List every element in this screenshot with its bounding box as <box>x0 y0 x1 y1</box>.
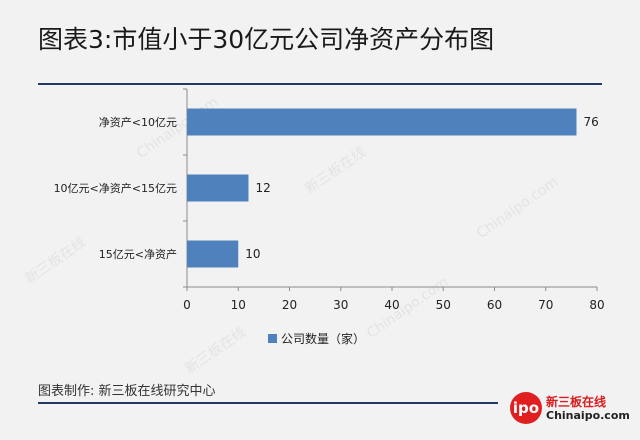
data-label: 10 <box>245 247 260 261</box>
x-tick-label: 0 <box>183 298 191 312</box>
x-tick-label: 50 <box>436 298 451 312</box>
logo-domain: Chinaipo.com <box>546 409 630 422</box>
x-tick-label: 60 <box>487 298 502 312</box>
x-tick-label: 20 <box>282 298 297 312</box>
title-divider <box>38 83 602 85</box>
data-label: 12 <box>256 181 271 195</box>
x-tick-label: 80 <box>589 298 604 312</box>
data-label: 76 <box>584 115 599 129</box>
x-tick-label: 70 <box>538 298 553 312</box>
logo-mark: ipo <box>510 392 542 424</box>
legend-label: 公司数量（家） <box>281 332 366 346</box>
category-label: 15亿元<净资产 <box>99 247 177 261</box>
x-tick-label: 40 <box>384 298 399 312</box>
category-label: 净资产<10亿元 <box>99 115 177 129</box>
footer-source: 图表制作: 新三板在线研究中心 <box>38 384 216 399</box>
x-tick-label: 30 <box>333 298 348 312</box>
chinaipo-logo: ipo 新三板在线 Chinaipo.com <box>510 392 630 432</box>
legend: 公司数量（家） <box>268 330 365 347</box>
page-title: 图表3:市值小于30亿元公司净资产分布图 <box>38 25 495 54</box>
x-tick-label: 10 <box>231 298 246 312</box>
bar <box>187 108 577 136</box>
logo-name: 新三板在线 <box>546 395 607 409</box>
bar <box>187 240 239 268</box>
footer-divider <box>38 402 498 404</box>
category-label: 10亿元<净资产<15亿元 <box>54 181 177 195</box>
legend-swatch <box>268 334 277 343</box>
bar <box>187 174 249 202</box>
